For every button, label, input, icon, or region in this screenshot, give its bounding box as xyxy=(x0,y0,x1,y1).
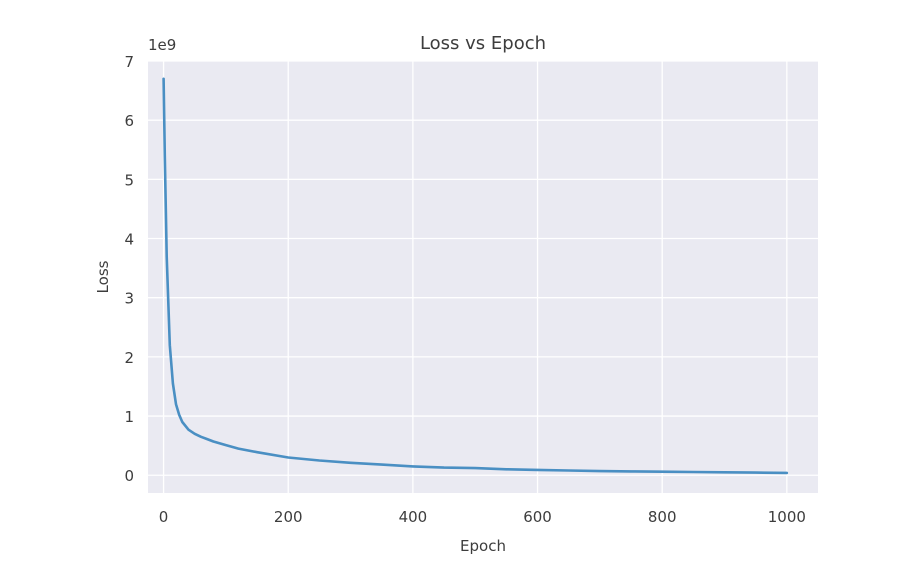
x-axis-label: Epoch xyxy=(460,537,506,555)
y-tick-label: 5 xyxy=(124,171,134,189)
y-tick-label: 6 xyxy=(124,112,134,130)
y-axis-label: Loss xyxy=(94,260,112,293)
y-tick-label: 4 xyxy=(124,231,134,249)
x-tick-label: 200 xyxy=(274,508,303,526)
tick-labels: 0 200 400 600 800 1000 0 1 2 3 4 5 6 7 xyxy=(124,53,805,526)
series-layer xyxy=(162,77,789,475)
grid-lines xyxy=(148,60,818,493)
x-tick-label: 800 xyxy=(648,508,677,526)
y-tick-label: 0 xyxy=(124,467,134,485)
x-tick-label: 0 xyxy=(159,508,169,526)
y-tick-label: 3 xyxy=(124,290,134,308)
y-axis-offset-label: 1e9 xyxy=(148,36,176,54)
chart-title: Loss vs Epoch xyxy=(420,33,546,54)
y-tick-label: 2 xyxy=(124,349,134,367)
x-tick-label: 600 xyxy=(523,508,552,526)
y-tick-label: 7 xyxy=(124,53,134,71)
plot-area xyxy=(148,61,818,493)
x-tick-label: 1000 xyxy=(768,508,806,526)
loss-series-line xyxy=(162,77,789,475)
x-tick-label: 400 xyxy=(399,508,428,526)
y-tick-label: 1 xyxy=(124,408,134,426)
